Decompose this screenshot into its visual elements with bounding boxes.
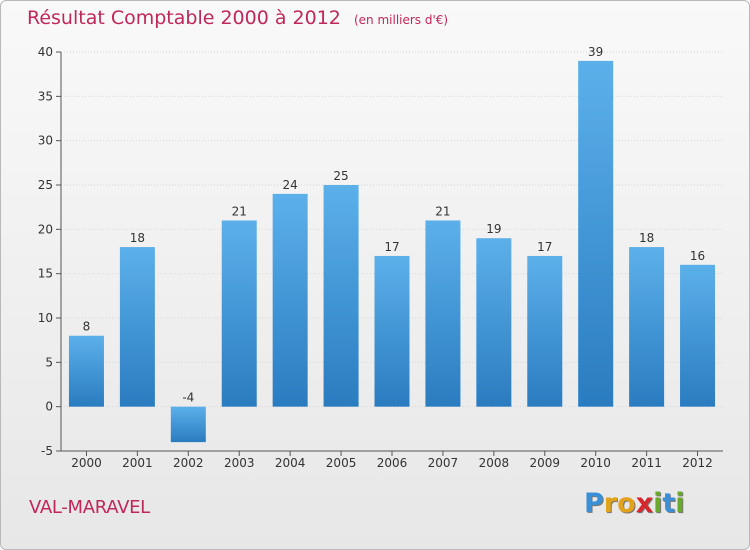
data-label: 16 — [690, 249, 705, 263]
bar — [170, 406, 206, 443]
axes — [56, 51, 723, 456]
logo-letter: i — [675, 488, 685, 519]
bar — [374, 255, 410, 407]
logo-letter: r — [603, 488, 618, 519]
chart-unit: (en milliers d'€) — [353, 13, 449, 27]
x-tick-label: 2009 — [529, 456, 560, 470]
y-tick-label: 5 — [45, 355, 53, 369]
location-name: VAL-MARAVEL — [29, 497, 150, 518]
y-tick-label: 35 — [38, 89, 53, 103]
x-tick-label: 2006 — [377, 456, 408, 470]
y-tick-label: 20 — [38, 222, 53, 236]
chart-title-block: Résultat Comptable 2000 à 2012 (en milli… — [27, 7, 448, 29]
data-label: 39 — [588, 45, 603, 59]
y-tick-label: 0 — [45, 400, 53, 414]
x-tick-label: 2011 — [631, 456, 662, 470]
bar — [272, 193, 308, 407]
y-tick-label: 40 — [38, 45, 53, 59]
x-tick-label: 2004 — [275, 456, 306, 470]
logo-letter: P — [584, 488, 604, 519]
data-label: 17 — [384, 240, 399, 254]
bar — [425, 220, 461, 407]
x-tick-label: 2002 — [173, 456, 204, 470]
y-tick-label: 25 — [38, 178, 53, 192]
bar — [527, 255, 563, 407]
x-tick-label: 2007 — [428, 456, 459, 470]
y-tick-label: 15 — [38, 267, 53, 281]
bar — [629, 247, 665, 407]
y-tick-label: 30 — [38, 134, 53, 148]
x-tick-label: 2008 — [479, 456, 510, 470]
x-tick-label: 2012 — [682, 456, 713, 470]
data-label: 8 — [83, 320, 91, 334]
y-tick-label: -5 — [41, 444, 53, 458]
data-label: 24 — [283, 178, 298, 192]
bars — [68, 60, 716, 443]
bar — [119, 247, 155, 407]
bar — [221, 220, 257, 407]
labels: -5 0 5 10 15 20 25 30 35 40 2000 8 2001 18 2002 -4 2003 2… — [38, 45, 713, 470]
data-label: 18 — [130, 231, 145, 245]
logo-letter: t — [662, 488, 676, 519]
data-label: -4 — [182, 391, 194, 405]
bar — [680, 264, 716, 407]
data-label: 21 — [435, 204, 450, 218]
logo-letter: x — [635, 488, 654, 519]
data-label: 25 — [333, 169, 348, 183]
x-tick-label: 2003 — [224, 456, 255, 470]
data-label: 19 — [486, 222, 501, 236]
proxiti-logo: Proxiti — [584, 488, 685, 519]
x-tick-label: 2000 — [71, 456, 102, 470]
data-label: 17 — [537, 240, 552, 254]
logo-letter: i — [653, 488, 663, 519]
data-label: 18 — [639, 231, 654, 245]
data-label: 21 — [232, 204, 247, 218]
x-tick-label: 2001 — [122, 456, 153, 470]
bar — [323, 185, 359, 407]
logo-letter: o — [617, 488, 636, 519]
bar — [68, 335, 104, 407]
chart-title: Résultat Comptable 2000 à 2012 — [27, 7, 341, 29]
bar — [578, 60, 614, 407]
x-tick-label: 2010 — [580, 456, 611, 470]
bar — [476, 238, 512, 407]
x-tick-label: 2005 — [326, 456, 357, 470]
y-tick-label: 10 — [38, 311, 53, 325]
